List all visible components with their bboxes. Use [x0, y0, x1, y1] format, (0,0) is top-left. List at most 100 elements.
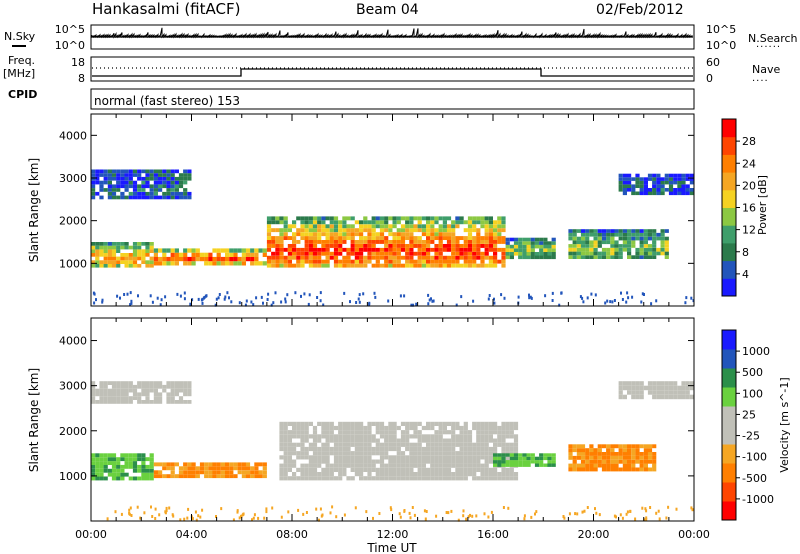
- velocity-cell-2: [241, 466, 246, 471]
- power-cell-1: [187, 256, 192, 262]
- power-cell-2: [338, 236, 343, 240]
- power-cell-5: [141, 169, 146, 174]
- velocity-cell-0: [300, 438, 305, 443]
- power-cell-2: [396, 247, 401, 252]
- velocity-noise-cell: [462, 509, 465, 513]
- velocity-cell-6: [656, 385, 661, 391]
- power-cell-2: [287, 247, 292, 252]
- power-cell-2: [392, 224, 397, 229]
- velocity-cell-0: [379, 459, 385, 464]
- velocity-noise-cell: [150, 505, 152, 509]
- velocity-noise-cell: [462, 514, 465, 518]
- velocity-cell-5: [124, 392, 129, 397]
- power-cell-2: [451, 228, 456, 233]
- velocity-cell-4: [522, 460, 527, 464]
- power-cell-0: [137, 263, 142, 268]
- velocity-cell-0: [325, 434, 330, 439]
- power-cell-0: [91, 260, 96, 264]
- velocity-cell-0: [488, 434, 493, 439]
- power-cell-5: [128, 176, 133, 181]
- power-cell-2: [400, 247, 406, 252]
- velocity-cell-4: [547, 453, 552, 457]
- velocity-noise-cell: [465, 517, 468, 521]
- power-cell-2: [287, 244, 292, 248]
- power-noise-cell: [560, 291, 563, 295]
- power-noise-cell: [95, 298, 97, 302]
- velocity-cell-2: [208, 466, 213, 471]
- velocity-cell-3: [652, 463, 657, 468]
- power-cell-2: [451, 255, 456, 260]
- power-cell-5: [120, 191, 125, 196]
- velocity-cell-2: [229, 474, 234, 479]
- power-cell-2: [312, 236, 318, 240]
- velocity-cell-3: [622, 459, 627, 464]
- velocity-cell-0: [329, 463, 334, 468]
- power-ylabel: Slant Range [km]: [27, 158, 41, 262]
- power-cell-5: [111, 169, 117, 174]
- velocity-cell-1: [149, 468, 154, 473]
- power-cell-2: [367, 228, 372, 233]
- velocity-cell-0: [283, 451, 288, 456]
- velocity-cell-0: [292, 434, 297, 439]
- power-cell-2: [442, 224, 447, 229]
- power-cell-2: [367, 247, 372, 252]
- velocity-colorbar-segment: [722, 349, 736, 369]
- power-cell-2: [287, 263, 292, 268]
- velocity-cell-1: [120, 476, 125, 481]
- power-cell-2: [367, 236, 372, 240]
- velocity-cell-2: [170, 474, 175, 479]
- power-cell-2: [493, 232, 498, 237]
- velocity-cell-5: [149, 400, 154, 404]
- power-cell-0: [91, 253, 96, 257]
- power-cell-2: [371, 216, 376, 221]
- power-cell-2: [350, 247, 355, 252]
- date-title: 02/Feb/2012: [596, 2, 684, 18]
- power-cell-2: [325, 240, 330, 244]
- power-cell-2: [451, 244, 456, 248]
- velocity-cell-0: [497, 472, 502, 477]
- velocity-cell-0: [338, 476, 343, 481]
- power-cell-4: [572, 244, 577, 248]
- power-cell-4: [593, 244, 598, 248]
- velocity-cell-0: [338, 455, 343, 460]
- power-cell-3: [526, 248, 531, 252]
- power-noise-cell: [358, 300, 361, 304]
- power-cell-5: [99, 180, 104, 185]
- velocity-noise-cell: [490, 510, 493, 514]
- velocity-cell-0: [359, 459, 364, 464]
- velocity-cell-0: [451, 455, 456, 460]
- power-cell-1: [258, 248, 263, 253]
- power-cell-2: [426, 232, 431, 237]
- velocity-cell-1: [137, 476, 142, 481]
- velocity-cell-2: [220, 474, 225, 479]
- power-cell-3: [547, 241, 552, 245]
- power-cell-1: [250, 248, 255, 253]
- power-cell-2: [304, 259, 309, 264]
- power-noise-cell: [319, 291, 322, 295]
- power-cell-2: [472, 255, 477, 260]
- velocity-cell-0: [304, 472, 309, 477]
- power-cell-2: [442, 244, 447, 248]
- power-cell-2: [371, 263, 376, 268]
- velocity-cell-1: [103, 468, 108, 473]
- power-cell-4: [635, 247, 640, 252]
- velocity-cell-0: [409, 476, 414, 481]
- velocity-cell-0: [446, 467, 452, 472]
- velocity-cell-0: [484, 472, 489, 477]
- velocity-cell-2: [199, 462, 205, 467]
- power-cell-2: [312, 216, 318, 221]
- velocity-cell-0: [459, 459, 464, 464]
- velocity-cell-0: [509, 430, 514, 435]
- velocity-cell-6: [660, 390, 665, 395]
- velocity-cell-0: [497, 438, 502, 443]
- power-cell-4: [652, 236, 657, 241]
- power-cell-0: [145, 249, 150, 253]
- velocity-noise-cell: [403, 509, 406, 512]
- velocity-cell-0: [392, 455, 397, 460]
- power-noise-cell: [430, 297, 432, 301]
- velocity-cell-3: [643, 448, 648, 453]
- power-cell-1: [174, 261, 179, 266]
- power-cell-2: [405, 228, 410, 233]
- power-cell-6: [635, 184, 640, 188]
- power-noise-cell: [284, 297, 287, 301]
